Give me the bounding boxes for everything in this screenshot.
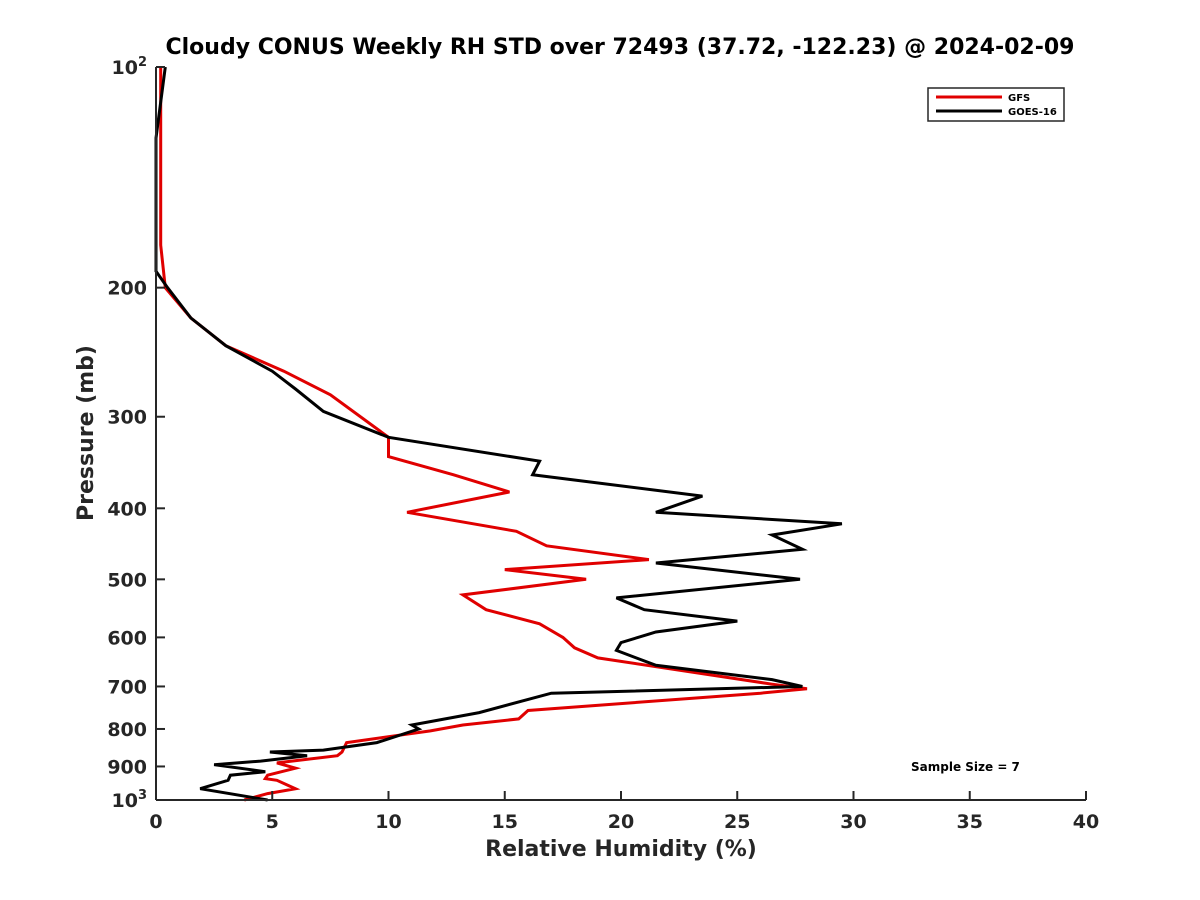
y-tick-label: 103 [112, 788, 148, 812]
y-tick-label: 400 [107, 498, 147, 520]
x-ticks: 0 5 10 15 20 25 30 35 40 [149, 791, 1099, 833]
x-tick-label: 20 [608, 811, 634, 833]
legend-label-gfs: GFS [1008, 93, 1030, 104]
y-axis-label: Pressure (mb) [74, 345, 99, 521]
y-tick-label: 700 [107, 676, 147, 698]
x-tick-label: 25 [724, 811, 750, 833]
y-tick-label: 200 [107, 278, 147, 300]
x-tick-label: 35 [957, 811, 983, 833]
series-line-gfs [159, 67, 808, 802]
y-tick-label: 900 [107, 756, 147, 778]
x-tick-label: 30 [840, 811, 866, 833]
legend: GFS GOES-16 [927, 87, 1065, 122]
sample-size-annotation: Sample Size = 7 [911, 760, 1020, 774]
x-tick-label: 10 [375, 811, 401, 833]
y-tick-label: 800 [107, 719, 147, 741]
y-tick-label: 500 [107, 569, 147, 591]
x-tick-label: 0 [149, 811, 162, 833]
y-ticks: 102 200 300 400 500 600 700 800 900 103 [107, 55, 165, 812]
x-axis-label: Relative Humidity (%) [485, 837, 757, 862]
legend-label-goes-16: GOES-16 [1008, 107, 1057, 118]
chart-title: Cloudy CONUS Weekly RH STD over 72493 (3… [166, 35, 1075, 60]
x-tick-label: 40 [1073, 811, 1099, 833]
x-tick-label: 15 [492, 811, 518, 833]
series-layer [154, 66, 843, 802]
series-line-goes-16 [154, 66, 843, 802]
y-tick-label: 600 [107, 627, 147, 649]
x-tick-label: 5 [266, 811, 279, 833]
y-tick-label: 300 [107, 407, 147, 429]
y-tick-label: 102 [112, 55, 148, 79]
legend-box [927, 87, 1065, 122]
